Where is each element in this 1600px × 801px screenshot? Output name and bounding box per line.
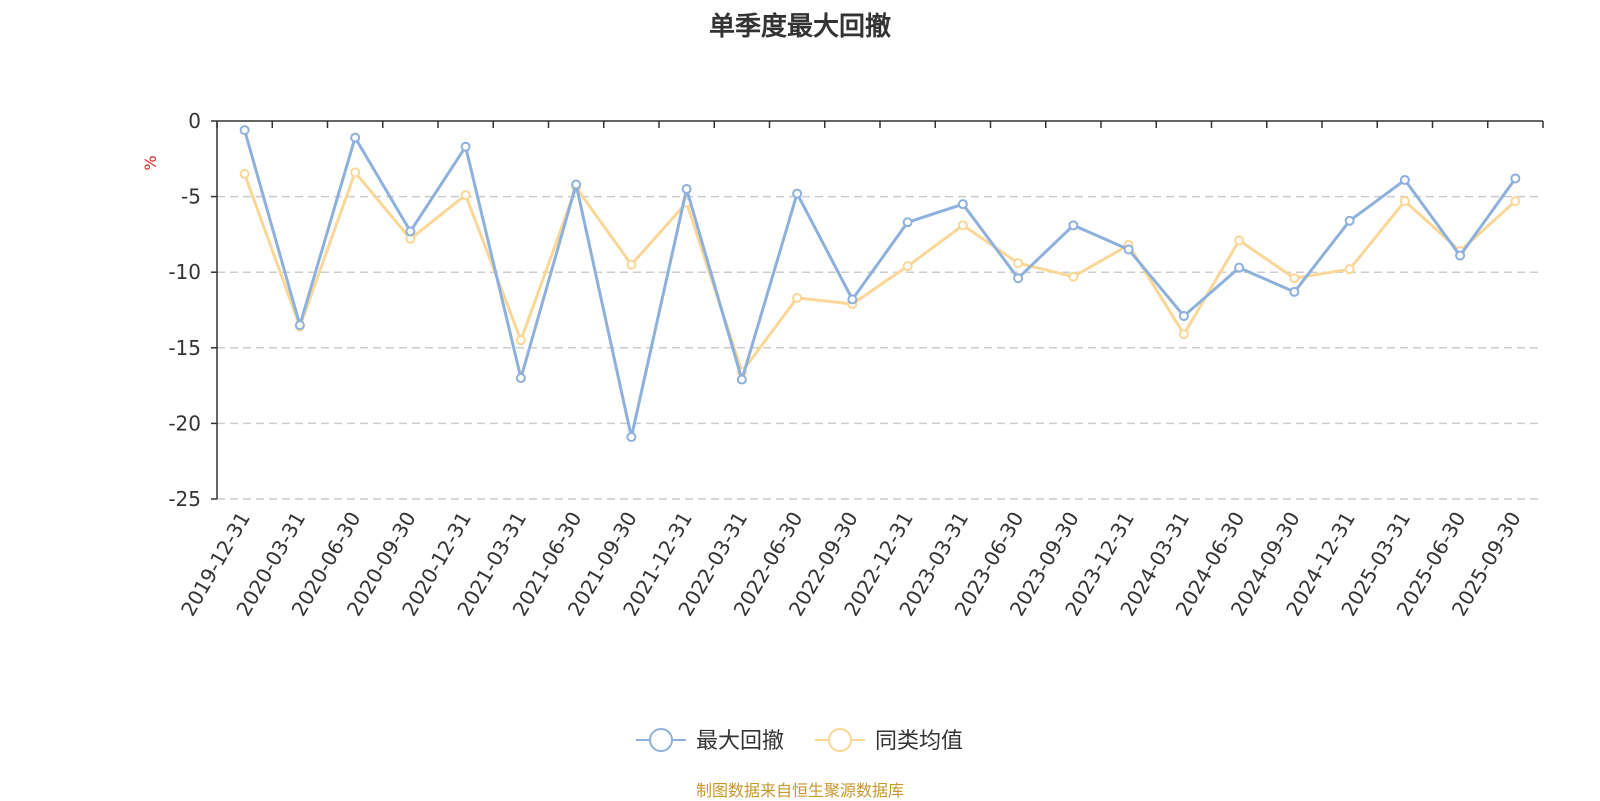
data-point-series-2 — [515, 335, 526, 346]
data-point-series-1 — [1289, 286, 1300, 297]
data-point-series-1 — [1013, 273, 1024, 284]
data-point-series-2 — [792, 292, 803, 303]
data-point-series-1 — [792, 188, 803, 199]
data-point-series-1 — [239, 125, 250, 136]
data-point-series-1 — [1455, 250, 1466, 261]
y-tick-label: -20 — [168, 411, 201, 435]
legend-label-1: 最大回撤 — [696, 729, 784, 754]
data-point-series-2 — [1289, 273, 1300, 284]
data-point-series-1 — [405, 226, 416, 237]
data-point-series-2 — [626, 259, 637, 270]
y-tick-label: 0 — [188, 109, 201, 133]
y-tick-label: -25 — [168, 487, 201, 511]
source-note: 制图数据来自恒生聚源数据库 — [695, 781, 904, 800]
y-tick-label: -15 — [168, 336, 201, 360]
data-point-series-1 — [902, 217, 913, 228]
data-point-series-2 — [957, 220, 968, 231]
data-point-series-1 — [1510, 173, 1521, 184]
data-point-series-2 — [1344, 264, 1355, 275]
data-point-series-2 — [1234, 235, 1245, 246]
data-point-series-2 — [350, 167, 361, 178]
data-point-series-1 — [626, 432, 637, 443]
data-point-series-1 — [1123, 244, 1134, 255]
legend-marker-2 — [828, 728, 852, 752]
legend-label-2: 同类均值 — [875, 729, 963, 754]
data-point-series-2 — [1399, 196, 1410, 207]
y-tick-label: -5 — [181, 185, 201, 209]
data-point-series-1 — [1178, 311, 1189, 322]
axes: 0-5-10-15-20-252019-12-312020-03-312020-… — [168, 109, 1544, 620]
data-point-series-1 — [350, 132, 361, 143]
data-point-series-1 — [736, 374, 747, 385]
data-point-series-1 — [1399, 174, 1410, 185]
data-point-series-1 — [681, 184, 692, 195]
series-lines — [239, 125, 1521, 443]
data-point-series-2 — [239, 168, 250, 179]
series-line-2 — [243, 170, 1517, 374]
data-point-series-2 — [1068, 271, 1079, 282]
data-point-series-1 — [847, 294, 858, 305]
data-point-series-2 — [902, 261, 913, 272]
legend-marker-1 — [649, 728, 673, 752]
data-point-series-2 — [460, 190, 471, 201]
data-point-series-1 — [957, 199, 968, 210]
legend: 最大回撤 同类均值 — [636, 728, 963, 754]
data-point-series-1 — [294, 320, 305, 331]
series-line-1 — [243, 129, 1517, 439]
data-point-series-2 — [1013, 258, 1024, 269]
y-tick-label: -10 — [168, 260, 201, 284]
data-point-series-2 — [1510, 196, 1521, 207]
data-point-series-1 — [515, 373, 526, 384]
data-point-series-1 — [571, 179, 582, 190]
data-point-series-1 — [460, 141, 471, 152]
data-point-series-1 — [1344, 215, 1355, 226]
data-point-series-1 — [1068, 220, 1079, 231]
y-axis-label: % — [141, 155, 160, 170]
chart-title: 单季度最大回撤 — [708, 12, 891, 42]
data-point-series-2 — [1178, 329, 1189, 340]
data-point-series-1 — [1234, 262, 1245, 273]
grid-lines — [217, 195, 1543, 500]
